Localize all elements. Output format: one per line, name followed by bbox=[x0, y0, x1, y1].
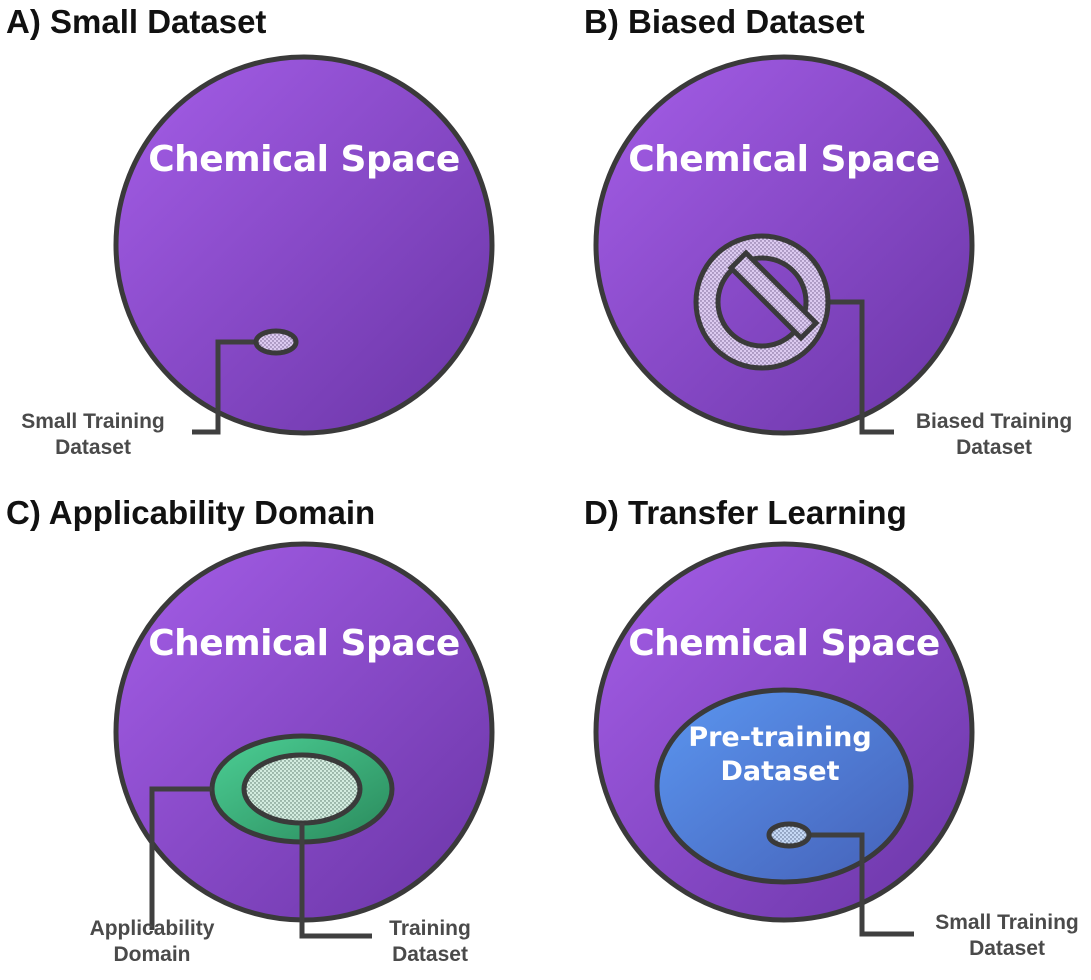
panel-b-title: B) Biased Dataset bbox=[584, 3, 865, 40]
small-training-label-line2: Dataset bbox=[55, 436, 131, 459]
training-dataset-label-line1: Training bbox=[389, 917, 471, 940]
chemical-space-label: Chemical Space bbox=[628, 623, 940, 664]
chemical-space-label: Chemical Space bbox=[148, 623, 460, 664]
small-training-leader-line bbox=[192, 339, 256, 435]
chemical-space-label: Chemical Space bbox=[148, 139, 460, 180]
panel-b: B) Biased Dataset Chemical Space Biased … bbox=[584, 3, 1072, 459]
biased-training-label-line1: Biased Training bbox=[916, 410, 1072, 433]
panel-a-title: A) Small Dataset bbox=[6, 3, 266, 40]
panel-c-title: C) Applicability Domain bbox=[6, 494, 375, 531]
training-dataset-ellipse bbox=[241, 752, 363, 826]
panel-c: C) Applicability Domain Chemical Space A… bbox=[6, 494, 495, 966]
pretraining-label-line2: Dataset bbox=[720, 756, 839, 787]
biased-training-leader-line bbox=[826, 299, 894, 435]
small-training-leader-line bbox=[808, 832, 914, 937]
small-training-label-line1: Small Training bbox=[935, 911, 1079, 934]
chemical-space-circle bbox=[113, 54, 495, 436]
panel-a: A) Small Dataset Chemical Space Small Tr… bbox=[6, 3, 495, 459]
small-training-dataset-blob bbox=[766, 821, 812, 849]
biased-training-label-line2: Dataset bbox=[956, 436, 1032, 459]
training-dataset-leader-line bbox=[299, 823, 372, 939]
panel-d: D) Transfer Learning Chemical Space Pre-… bbox=[584, 494, 1079, 960]
small-training-dataset-blob bbox=[253, 328, 299, 356]
small-training-label-line2: Dataset bbox=[969, 937, 1045, 960]
applicability-domain-label-line2: Domain bbox=[113, 943, 190, 966]
training-dataset-label-line2: Dataset bbox=[392, 943, 468, 966]
applicability-domain-label-line1: Applicability bbox=[90, 917, 215, 940]
small-training-label-line1: Small Training bbox=[21, 410, 165, 433]
chemical-space-label: Chemical Space bbox=[628, 139, 940, 180]
applicability-domain-leader-line bbox=[149, 786, 212, 930]
panel-d-title: D) Transfer Learning bbox=[584, 494, 907, 531]
biased-training-dataset-sign bbox=[693, 233, 831, 371]
pretraining-label-line1: Pre-training bbox=[688, 722, 871, 753]
